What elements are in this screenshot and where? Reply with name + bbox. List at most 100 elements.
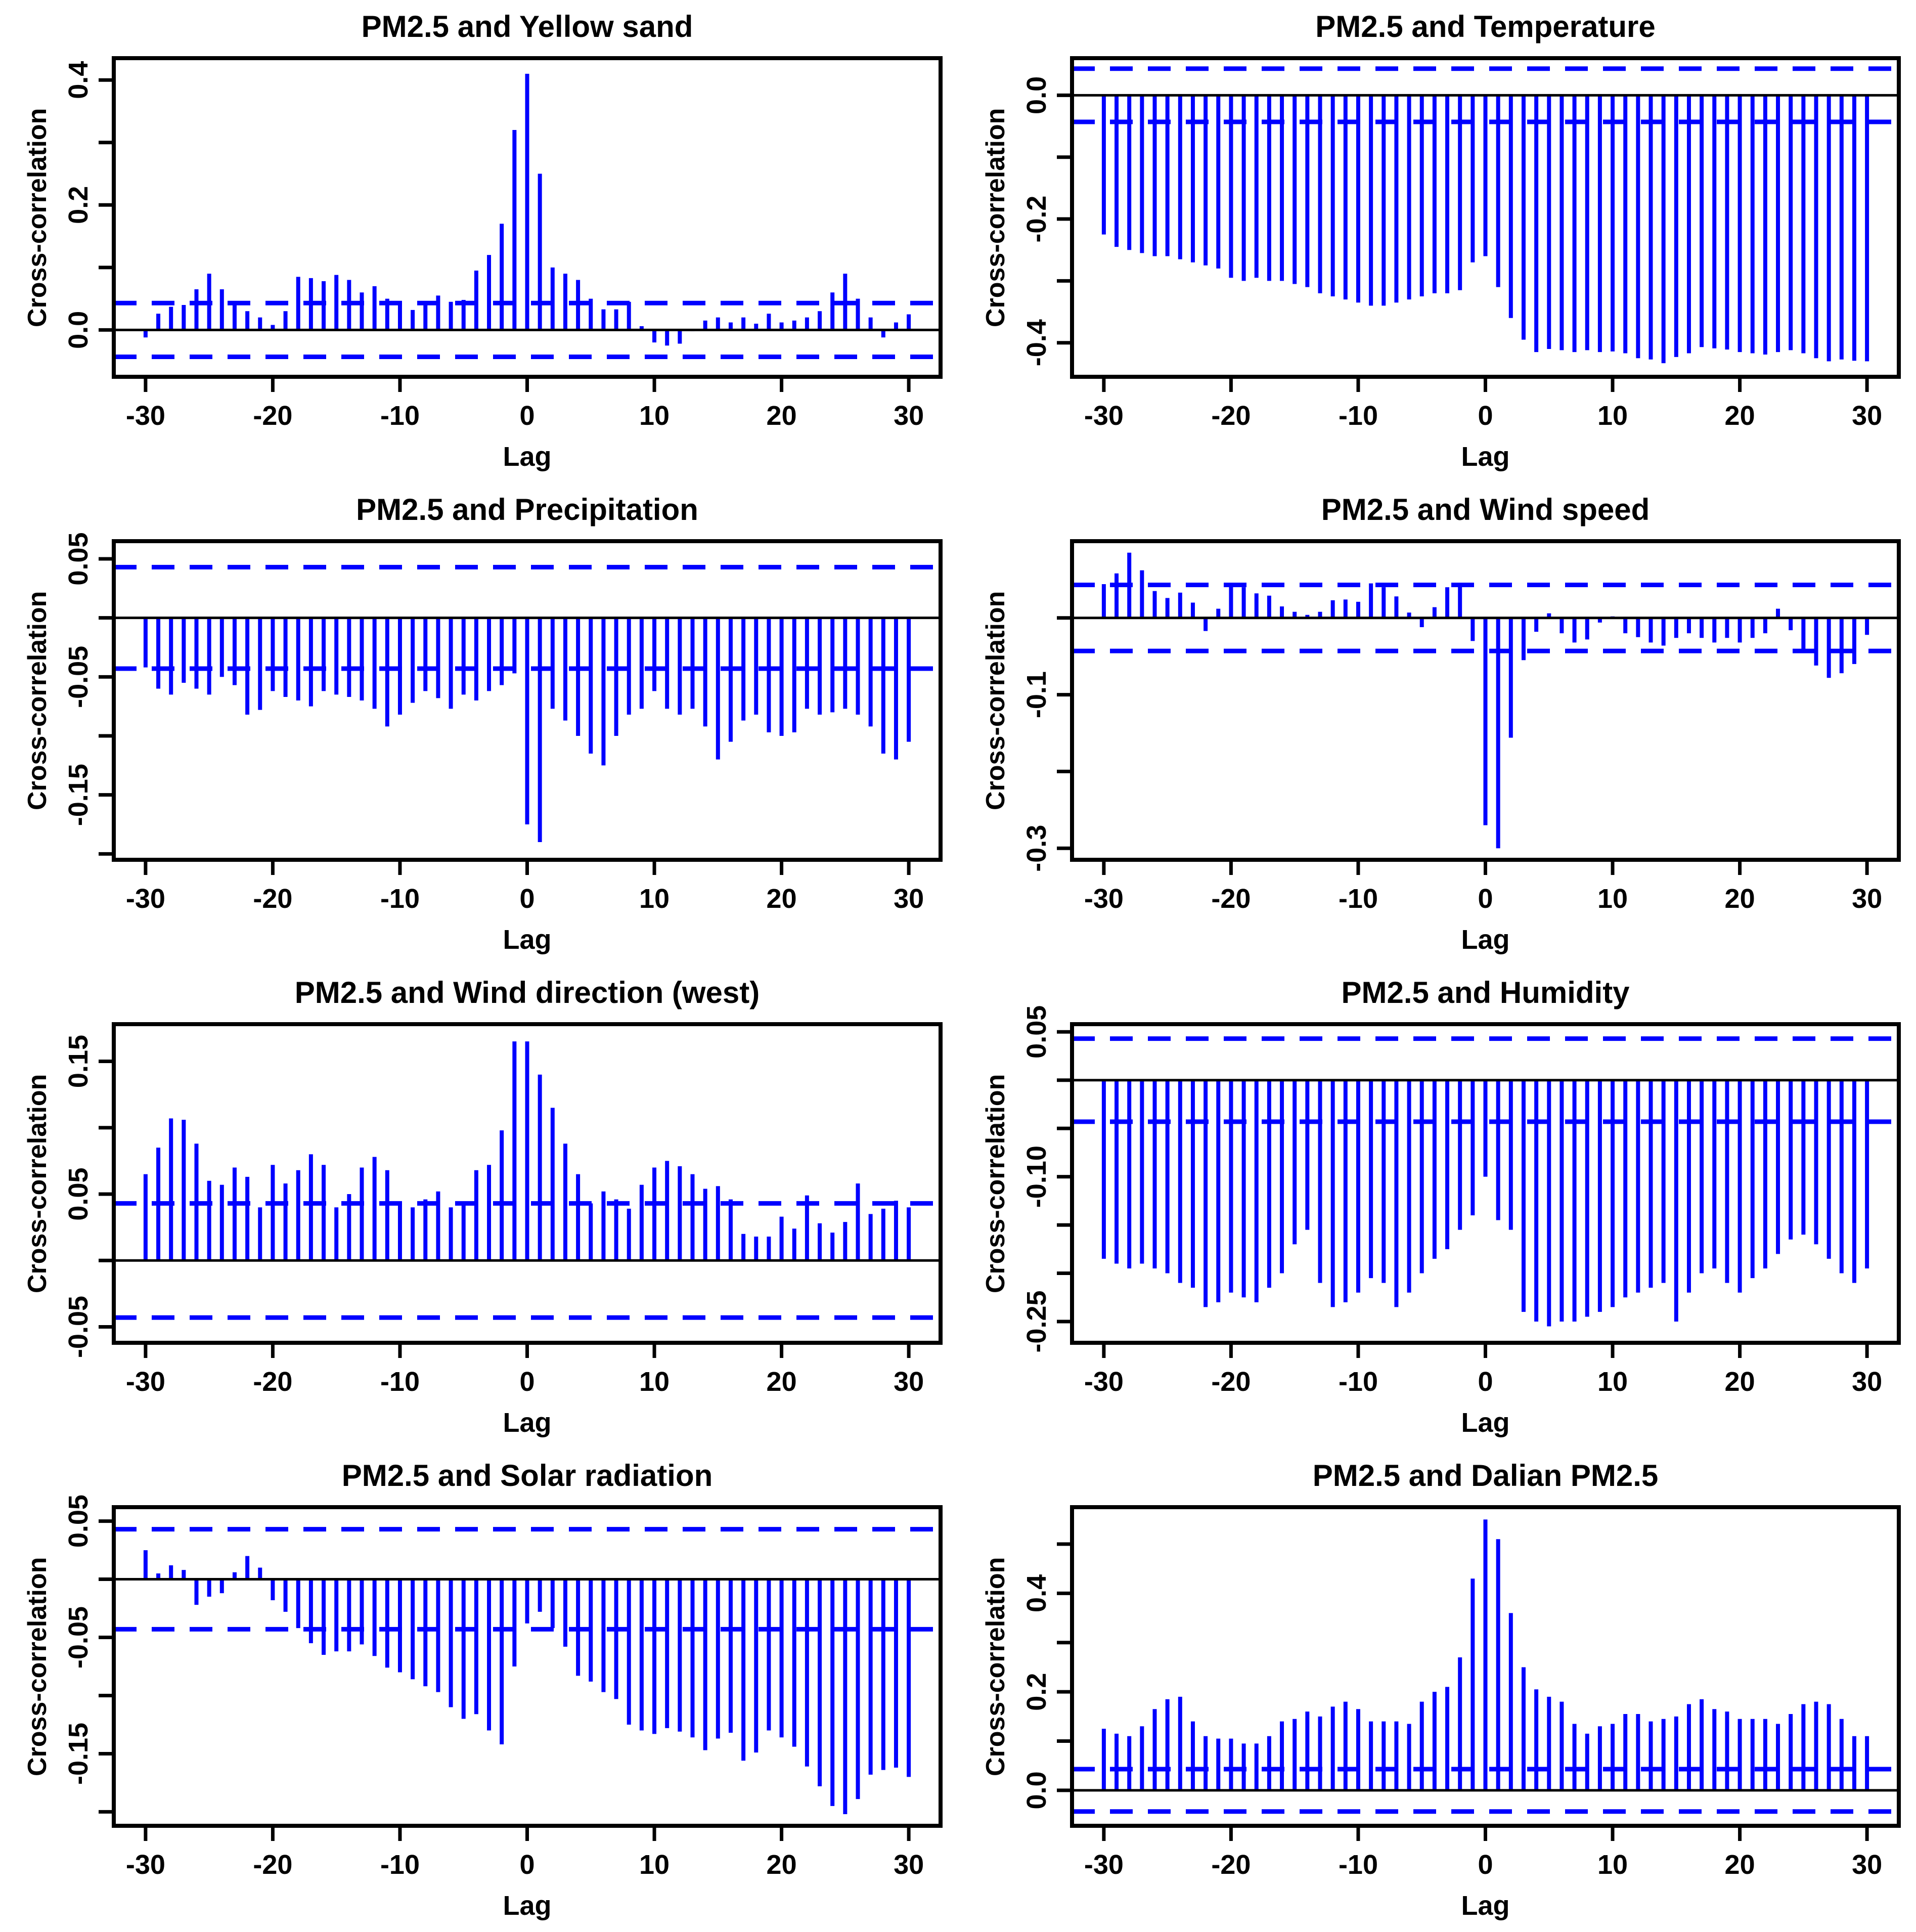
plot-box xyxy=(1070,1505,1901,1828)
x-tick-label: 30 xyxy=(1852,884,1882,914)
y-tick-label: -0.3 xyxy=(1021,825,1052,872)
y-tick-label: -0.25 xyxy=(1021,1290,1052,1352)
x-tick-label: 0 xyxy=(519,884,534,914)
y-tick-label: -0.1 xyxy=(1021,671,1052,718)
x-tick-label: 20 xyxy=(767,1367,797,1397)
x-tick-label: 10 xyxy=(639,401,670,431)
x-axis-label: Lag xyxy=(1461,925,1510,955)
x-axis-label: Lag xyxy=(503,1408,552,1438)
y-tick-label: 0.05 xyxy=(63,532,94,585)
x-tick-label: -20 xyxy=(253,401,292,431)
x-tick-label: 10 xyxy=(639,1850,670,1880)
y-tick-label: -0.4 xyxy=(1021,319,1052,366)
x-axis-label: Lag xyxy=(503,1891,552,1921)
ccf-plot-svg: -30 -20 -10 0 10 20 30 -0.1 -0.3 xyxy=(1021,539,1901,914)
x-tick-label: 30 xyxy=(1852,401,1882,431)
x-tick-label: 10 xyxy=(1597,401,1628,431)
y-tick-label: -0.2 xyxy=(1021,196,1052,243)
x-tick-label: 0 xyxy=(1478,1367,1493,1397)
y-tick-label: 0.2 xyxy=(1021,1673,1052,1711)
ccf-plot-svg: -30 -20 -10 0 10 20 30 0.0 -0.2 -0.4 xyxy=(1021,56,1901,431)
y-tick-label: -0.05 xyxy=(63,1296,94,1358)
x-tick-label: 20 xyxy=(767,884,797,914)
chart-title: PM2.5 and Precipitation xyxy=(356,493,698,526)
y-tick-label: 0.15 xyxy=(63,1035,94,1088)
y-tick-label: 0.05 xyxy=(1021,1005,1052,1059)
x-tick-label: -10 xyxy=(1339,884,1378,914)
x-tick-label: 30 xyxy=(1852,1367,1882,1397)
y-tick-label: -0.15 xyxy=(63,1723,94,1785)
x-tick-label: 10 xyxy=(1597,1367,1628,1397)
x-tick-label: 0 xyxy=(1478,884,1493,914)
y-tick-label: -0.05 xyxy=(63,646,94,708)
chart-pm25-solar-radiation: PM2.5 and Solar radiation Cross-correlat… xyxy=(0,1449,958,1932)
x-tick-label: 30 xyxy=(1852,1850,1882,1880)
x-tick-label: 20 xyxy=(767,1850,797,1880)
x-tick-label: -10 xyxy=(1339,401,1378,431)
x-tick-label: -10 xyxy=(380,1850,420,1880)
chart-pm25-dalian-pm25: PM2.5 and Dalian PM2.5 Cross-correlation… xyxy=(958,1449,1916,1932)
chart-pm25-humidity: PM2.5 and Humidity Cross-correlation -30… xyxy=(958,966,1916,1449)
x-tick-label: -30 xyxy=(126,401,165,431)
plot-box xyxy=(112,1022,943,1345)
x-tick-label: 30 xyxy=(894,1850,924,1880)
plot-box xyxy=(1070,539,1901,862)
ccf-plot-svg: -30 -20 -10 0 10 20 30 0.15 0.05 -0.05 xyxy=(63,1022,943,1397)
plot-box xyxy=(1070,56,1901,379)
chart-title: PM2.5 and Humidity xyxy=(1341,976,1630,1009)
plot-box xyxy=(1070,1022,1901,1345)
chart-title: PM2.5 and Wind direction (west) xyxy=(294,976,760,1009)
x-tick-label: -30 xyxy=(126,884,165,914)
x-tick-label: 0 xyxy=(1478,1850,1493,1880)
x-axis-label: Lag xyxy=(1461,1408,1510,1438)
plot-box xyxy=(112,1505,943,1828)
chart-pm25-wind-direction-west: PM2.5 and Wind direction (west) Cross-co… xyxy=(0,966,958,1449)
y-tick-label: -0.10 xyxy=(1021,1146,1052,1208)
x-tick-label: -10 xyxy=(380,884,420,914)
x-tick-label: 20 xyxy=(1725,1850,1755,1880)
chart-title: PM2.5 and Temperature xyxy=(1315,10,1656,43)
x-tick-label: 20 xyxy=(1725,401,1755,431)
chart-title: PM2.5 and Solar radiation xyxy=(341,1459,713,1492)
x-axis-label: Lag xyxy=(503,925,552,955)
x-tick-label: -20 xyxy=(1211,884,1251,914)
y-tick-label: 0.0 xyxy=(63,311,94,349)
x-tick-label: 30 xyxy=(894,401,924,431)
x-tick-label: 10 xyxy=(1597,884,1628,914)
chart-title: PM2.5 and Yellow sand xyxy=(361,10,693,43)
y-tick-label: 0.05 xyxy=(63,1167,94,1220)
x-tick-label: -30 xyxy=(1084,884,1124,914)
x-axis-label: Lag xyxy=(503,442,552,472)
plot-box xyxy=(112,56,943,379)
x-tick-label: 0 xyxy=(519,1850,534,1880)
y-tick-label: -0.05 xyxy=(63,1606,94,1668)
ccf-plot-svg: -30 -20 -10 0 10 20 30 0.0 0.2 0.4 xyxy=(1021,1505,1901,1880)
x-tick-label: -10 xyxy=(1339,1367,1378,1397)
ccf-plot-svg: -30 -20 -10 0 10 20 30 0.0 0.2 0.4 xyxy=(63,56,943,431)
x-tick-label: 10 xyxy=(1597,1850,1628,1880)
ccf-plot-svg: -30 -20 -10 0 10 20 30 0.05 -0.05 -0.15 xyxy=(63,532,943,914)
x-tick-label: 20 xyxy=(1725,1367,1755,1397)
y-tick-label: 0.05 xyxy=(63,1495,94,1548)
x-tick-label: -20 xyxy=(1211,401,1251,431)
chart-pm25-yellow-sand: PM2.5 and Yellow sand Cross-correlation … xyxy=(0,0,958,483)
x-tick-label: 20 xyxy=(1725,884,1755,914)
y-tick-label: 0.0 xyxy=(1021,76,1052,114)
x-tick-label: 10 xyxy=(639,1367,670,1397)
y-tick-label: -0.15 xyxy=(63,764,94,826)
x-tick-label: -10 xyxy=(380,1367,420,1397)
x-tick-label: -10 xyxy=(380,401,420,431)
x-tick-label: -20 xyxy=(253,1367,292,1397)
chart-pm25-precipitation: PM2.5 and Precipitation Cross-correlatio… xyxy=(0,483,958,966)
chart-title: PM2.5 and Dalian PM2.5 xyxy=(1312,1459,1659,1492)
chart-title: PM2.5 and Wind speed xyxy=(1321,493,1650,526)
x-tick-label: -20 xyxy=(253,884,292,914)
x-axis-label: Lag xyxy=(1461,1891,1510,1921)
plot-box xyxy=(112,539,943,862)
ccf-plot-svg: -30 -20 -10 0 10 20 30 0.05 -0.05 -0.15 xyxy=(63,1495,943,1880)
x-tick-label: -30 xyxy=(1084,401,1124,431)
y-tick-label: 0.0 xyxy=(1021,1771,1052,1809)
y-tick-label: 0.2 xyxy=(63,186,94,224)
chart-pm25-wind-speed: PM2.5 and Wind speed Cross-correlation -… xyxy=(958,483,1916,966)
